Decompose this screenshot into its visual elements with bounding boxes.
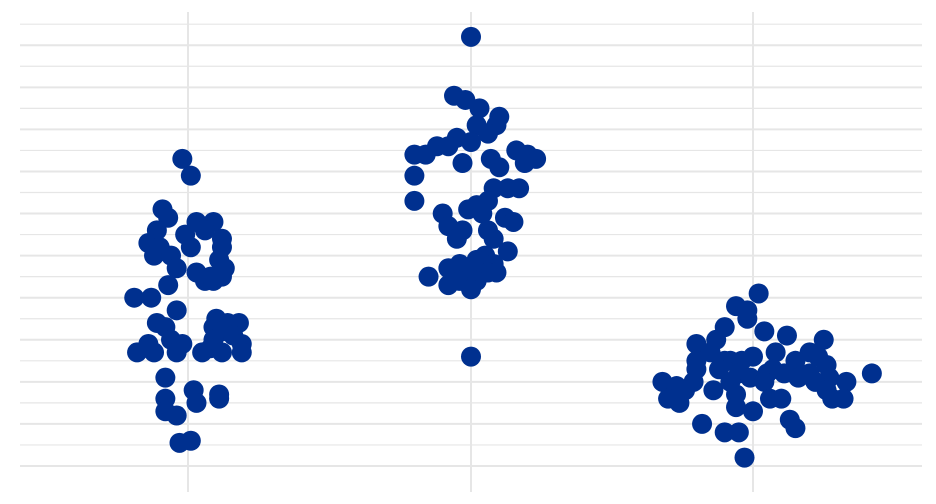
data-point xyxy=(728,422,749,443)
data-point xyxy=(141,287,162,308)
data-point xyxy=(503,211,524,232)
data-point xyxy=(861,363,882,384)
data-point xyxy=(461,346,481,367)
data-point xyxy=(734,447,755,468)
data-point xyxy=(776,325,797,346)
data-point xyxy=(785,418,806,439)
data-point xyxy=(743,401,763,422)
data-point xyxy=(438,136,459,157)
data-point xyxy=(461,279,481,300)
data-point xyxy=(144,342,165,363)
data-point xyxy=(415,144,436,165)
data-point xyxy=(404,165,425,186)
data-point xyxy=(186,392,207,413)
data-point xyxy=(180,430,201,451)
data-point xyxy=(788,367,809,388)
data-point xyxy=(669,392,690,413)
data-point xyxy=(418,266,439,287)
data-point xyxy=(124,287,145,308)
data-point xyxy=(509,178,530,199)
data-point xyxy=(211,342,232,363)
data-point xyxy=(836,371,857,392)
data-point xyxy=(771,388,792,409)
data-point xyxy=(209,388,230,409)
data-point xyxy=(714,422,735,443)
data-point xyxy=(754,371,775,392)
data-point xyxy=(194,220,215,241)
data-point xyxy=(180,165,201,186)
data-point xyxy=(452,153,473,174)
data-point xyxy=(469,98,490,119)
data-point xyxy=(166,342,187,363)
data-point xyxy=(166,405,187,426)
data-point xyxy=(754,321,775,342)
data-point xyxy=(155,367,176,388)
data-point xyxy=(172,148,193,169)
data-point xyxy=(514,153,535,174)
data-point xyxy=(486,262,507,283)
data-point xyxy=(483,228,504,249)
data-point xyxy=(692,413,713,434)
data-point xyxy=(158,275,179,296)
data-point xyxy=(765,342,786,363)
data-point xyxy=(489,157,510,178)
data-point xyxy=(477,123,498,144)
data-point xyxy=(446,228,467,249)
data-point xyxy=(438,275,459,296)
data-point xyxy=(231,342,252,363)
data-point xyxy=(813,329,834,350)
data-point xyxy=(726,397,747,418)
data-point xyxy=(404,190,425,211)
data-point xyxy=(461,132,481,153)
data-point xyxy=(461,26,481,47)
data-point xyxy=(472,203,493,224)
data-point xyxy=(497,241,518,262)
data-point xyxy=(127,342,148,363)
data-point xyxy=(144,245,165,266)
data-point xyxy=(203,270,224,291)
data-point xyxy=(737,308,758,329)
data-point xyxy=(703,380,724,401)
data-point xyxy=(180,237,201,258)
data-point xyxy=(166,300,187,321)
data-point xyxy=(166,258,187,279)
data-point xyxy=(748,283,769,304)
data-points xyxy=(124,26,882,468)
data-point xyxy=(192,342,213,363)
data-point xyxy=(833,388,854,409)
